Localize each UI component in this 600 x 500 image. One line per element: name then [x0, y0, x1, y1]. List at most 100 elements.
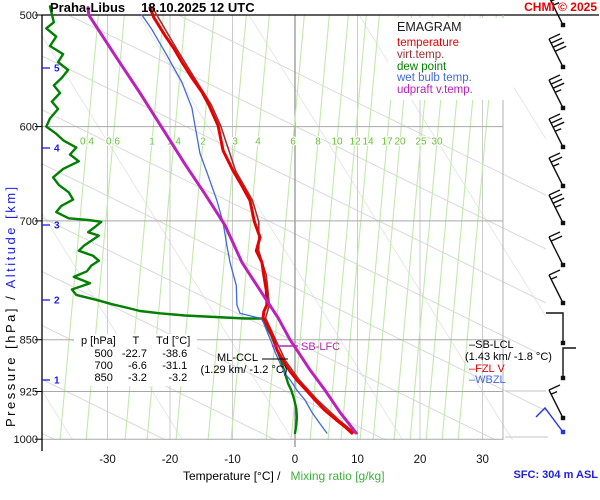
cell-t-850: -3.2 — [127, 372, 147, 384]
table-header-pressure: p [hPa] — [81, 335, 116, 347]
mixing-ratio-label: 3 — [232, 137, 238, 148]
dry-adiabat-line — [42, 109, 546, 358]
wind-barb-staff — [548, 157, 564, 187]
surface-elevation-label: SFC: 304 m ASL — [513, 469, 598, 481]
wind-barb-staff — [546, 312, 564, 343]
legend-item-updraft: udpraft v.temp. — [397, 84, 473, 97]
wind-barb-half-feather — [552, 2, 560, 6]
wind-barb — [548, 269, 566, 306]
cell-td-700: -31.1 — [162, 360, 188, 372]
wind-barb — [549, 0, 566, 28]
station-name: Praha-Libus — [50, 0, 126, 15]
temperature-curve — [148, 6, 354, 435]
sb-lcl-label: –SB-LCL — [469, 339, 514, 351]
wind-barb-feather — [554, 45, 567, 52]
mixing-ratio-label: 0.6 — [106, 137, 120, 148]
wind-barb-feather — [548, 189, 561, 196]
altitude-tick-label: 5 — [54, 64, 60, 75]
altitude-tick-label: 2 — [54, 296, 60, 307]
x-axis-caption-mixing-ratio: Mixing ratio [g/kg] — [290, 469, 385, 483]
wind-barb — [548, 231, 566, 268]
wind-barb-column — [535, 0, 576, 435]
udpraft-v-temp--curve — [86, 6, 358, 435]
mixing-ratio-line — [309, 15, 349, 440]
cell-t-700: -6.6 — [127, 360, 147, 372]
legend-box: EMAGRAM temperature virt.temp. dew point… — [388, 18, 514, 100]
dry-adiabat-line — [178, 15, 546, 196]
temperature-tick-label: -30 — [99, 454, 116, 466]
mixing-ratio-label: 0.4 — [80, 137, 94, 148]
pressure-tick-label: 500 — [20, 10, 38, 22]
table-header-temp: T — [132, 335, 140, 347]
mixing-ratio-label: 6 — [290, 137, 296, 148]
wet-bulb-temp--curve — [141, 14, 328, 434]
mixing-ratio-label: 2 — [200, 137, 206, 148]
mixing-ratio-line — [290, 15, 330, 440]
wind-barb — [548, 152, 566, 189]
cell-t-500: -22.7 — [121, 348, 147, 360]
moist-adiabat-line — [248, 15, 514, 440]
level-data-table: p [hPa] T Td [°C] 500 -22.7 -38.6 700 -6… — [74, 334, 198, 386]
altitude-tick-label: 4 — [54, 144, 60, 155]
mixing-ratio-labels: 0.4 0.6 1 1.4 2 3 4 6 8 10 12 14 17 20 25 30 — [79, 135, 444, 149]
cell-td-850: -3.2 — [168, 372, 188, 384]
mixing-ratio-label: 4 — [255, 137, 261, 148]
wind-barb-feather — [548, 384, 561, 391]
table-row: 850 -3.2 -3.2 — [78, 372, 193, 384]
wind-barb-staff — [548, 389, 564, 419]
pressure-tick-label: 850 — [20, 335, 38, 347]
temperature-tick-label: -10 — [224, 454, 241, 466]
cell-p-850: 850 — [94, 372, 113, 384]
moist-adiabat-line — [579, 15, 600, 452]
wind-barb-staff — [535, 406, 564, 433]
wind-barb-half-feather — [554, 204, 562, 208]
temperature-tick-label: 20 — [414, 454, 427, 466]
ml-ccl-label: ML-CCL — [217, 352, 258, 364]
wind-barb — [548, 189, 566, 226]
wind-barb-feather — [550, 235, 563, 242]
page-title: Praha-Libus 18.10.2025 12 UTC — [50, 0, 255, 15]
wind-barb-feather — [552, 197, 565, 204]
mixing-ratio-line — [340, 15, 380, 440]
mixing-ratio-label: 14 — [362, 137, 374, 148]
wet-bulb-zero-label: –WBZL — [469, 374, 506, 386]
wind-barb-half-feather — [552, 163, 560, 167]
copyright-notice: CHMI © 2025 — [524, 0, 597, 14]
wind-barb-feather — [548, 113, 561, 120]
ml-ccl-detail: (1.29 km/ -1.2 °C) — [200, 364, 288, 376]
pressure-tick-label: 1000 — [14, 434, 38, 446]
dry-adiabat-line — [42, 271, 387, 440]
pressure-tick-label: 700 — [20, 216, 38, 228]
sounding-datetime: 18.10.2025 12 UTC — [141, 0, 255, 15]
wind-barb-feather — [550, 78, 563, 85]
wind-barb — [560, 347, 576, 381]
altitude-tick-label: 3 — [54, 221, 60, 232]
wind-barb-staff — [562, 347, 576, 378]
mixing-ratio-line — [327, 15, 367, 440]
mixing-ratio-line — [59, 15, 99, 440]
altitude-tick-label: 1 — [54, 376, 60, 387]
legend-item-dew-point: dew point — [397, 60, 447, 73]
sb-lcl-detail: (1.43 km/ -1.8 °C) — [465, 351, 552, 363]
wind-barb-staff — [548, 236, 564, 266]
wind-barb-feather — [550, 0, 556, 2]
cell-p-500: 500 — [94, 348, 113, 360]
wind-barb — [548, 113, 566, 150]
wind-barb-feather — [552, 41, 565, 48]
wind-barb-half-feather — [550, 390, 558, 395]
pressure-tick-label: 925 — [20, 386, 38, 398]
y-axis-caption-altitude: Altitude [km] — [3, 184, 18, 289]
temperature-tick-label: 10 — [351, 454, 364, 466]
wind-barb-half-feather — [550, 275, 558, 280]
wind-barb-feather — [550, 193, 563, 200]
y-axis-caption-pressure: Pressure [hPa] — [3, 306, 18, 427]
wind-barb-feather — [548, 74, 561, 81]
table-header-dewpoint: Td [°C] — [155, 335, 191, 347]
wind-barb-feather — [550, 37, 563, 44]
wind-barb-feather — [552, 82, 565, 89]
wind-barb-half-feather — [554, 128, 562, 132]
wind-barb — [535, 406, 566, 435]
temperature-tick-label: 30 — [476, 454, 489, 466]
wind-barb — [548, 74, 566, 111]
wind-barb-feather — [550, 156, 563, 163]
